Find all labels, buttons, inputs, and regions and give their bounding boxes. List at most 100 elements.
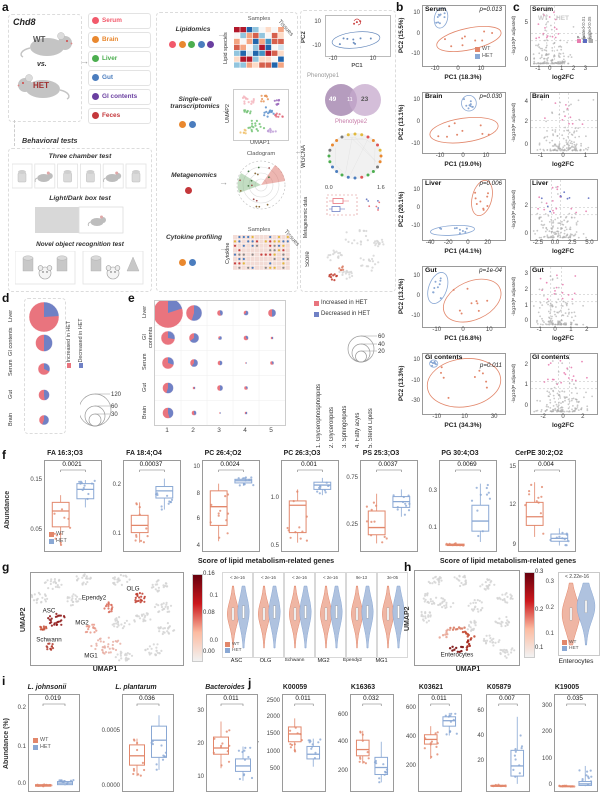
y-tick-label: 2 bbox=[524, 203, 528, 209]
plot-area bbox=[486, 694, 530, 792]
p-value: 0.0024 bbox=[220, 461, 240, 468]
y-tick-label: 0 bbox=[524, 231, 528, 238]
sample-chip-GI contents: GI contents bbox=[88, 89, 151, 105]
p-value: 0.004 bbox=[538, 461, 554, 468]
p-value: p=0.011 bbox=[479, 362, 502, 369]
metagenomic-data-label: Metagenomic data bbox=[303, 196, 309, 238]
score-umap-sketch bbox=[326, 229, 385, 282]
plot-area bbox=[554, 694, 598, 792]
violin-svg-MG1 bbox=[382, 585, 405, 649]
plot-area: WT HET bbox=[28, 694, 80, 792]
legend-het: HET bbox=[225, 648, 242, 653]
boxplot-svg-PC 26:4;O2 bbox=[209, 469, 255, 542]
sample-chip-Feces: Feces bbox=[88, 108, 151, 124]
legend-swatch bbox=[314, 311, 319, 317]
cube-lipid-species-label: Lipid species bbox=[223, 32, 229, 64]
plot-title: Brain bbox=[425, 93, 443, 100]
p-value: 0.011 bbox=[431, 695, 447, 702]
svg-text:20: 20 bbox=[378, 349, 385, 355]
y-tick-label: 8 bbox=[196, 491, 200, 498]
x-tick-label: 0 bbox=[456, 66, 460, 72]
arrow-right-icon: → bbox=[294, 146, 303, 156]
behavioral-tests-title: Behavioral tests bbox=[22, 136, 78, 145]
p-value: p=0.013 bbox=[479, 6, 502, 13]
pie-row-label-Brain: Brain bbox=[8, 412, 14, 426]
boxplot-PC 26:4;O2: PC 26:4;O2 10 8 6 4 0.0024 bbox=[184, 450, 262, 558]
volcano-plot-Liver: -log10(P adjusted) 2 0 Liver -2.5 0.0 2.5 5.0 lo… bbox=[512, 177, 600, 264]
y-tick-label: 0 bbox=[524, 57, 528, 64]
venn-count-left: 49 bbox=[329, 96, 337, 103]
cytokine-samples-label: Samples bbox=[247, 227, 271, 233]
boxplot-K19005: K19005 300 200 100 0 0.035 bbox=[534, 684, 600, 798]
panel-b-pca-column: PC2 (15.5%) 10 0 -10 WT HET Serum p=0.013 -10 0 10… bbox=[396, 3, 512, 438]
novel-object-test-label: Novel object recognition test bbox=[36, 241, 124, 248]
behavioral-tests-box: Three chamber test Light/Dark box test N… bbox=[8, 148, 152, 292]
cytokine-grid-illustration bbox=[233, 235, 290, 270]
y-tick-label: -10 bbox=[411, 377, 420, 384]
plot-title: Liver bbox=[532, 180, 549, 187]
y-tick-label: -10 bbox=[411, 51, 420, 58]
grid-col-tick-5: 5 bbox=[269, 427, 273, 434]
panel-g-violin-facets: < 2e-16 < 2e-16 < 2e-16 < 2e-16 9e-13 3e-05 bbox=[222, 572, 408, 658]
panel-d-pie-box bbox=[24, 298, 66, 434]
venn-count-overlap: 11 bbox=[347, 97, 353, 103]
x-tick-label: 0 bbox=[553, 327, 557, 333]
svg-text:30: 30 bbox=[111, 412, 118, 418]
arrow-right-icon: → bbox=[217, 29, 226, 39]
omics-sample-dot bbox=[197, 41, 205, 48]
connector-line bbox=[14, 120, 15, 146]
panel-j-plots: K00059 2500 2000 1500 1000 500 0.011 K16363 600 4… bbox=[262, 684, 600, 798]
legend-swatch bbox=[589, 39, 593, 43]
sample-label: GI contents bbox=[102, 93, 138, 101]
y-tick-label: 2000 bbox=[266, 714, 280, 720]
panel-f-label: f bbox=[2, 448, 6, 462]
p-value: 0.019 bbox=[45, 695, 61, 702]
panel-g-colorbar bbox=[192, 574, 203, 662]
y-tick-label: 2 bbox=[524, 119, 528, 125]
grid-row-label-Liver: Liver bbox=[142, 305, 148, 319]
panel-g-umap2-label: UMAP2 bbox=[20, 607, 27, 633]
panel-c-volcano-column: -log10(P adjusted) 5 0 Serum WT HET P adjusted… bbox=[512, 3, 600, 438]
boxplot-svg-FA 16:3;O3 bbox=[51, 469, 96, 546]
legend-label: HET bbox=[56, 538, 67, 544]
panel-d-size-legend: 120 60 30 bbox=[78, 378, 128, 430]
pca-plot-area: WT HET bbox=[422, 5, 506, 67]
x-axis-label: PC1 (19.0%) bbox=[444, 161, 482, 168]
p-value: 0.036 bbox=[139, 695, 155, 702]
omics-sample-dot bbox=[179, 121, 186, 128]
violin-x-label-Schwann: Schwann bbox=[284, 658, 305, 663]
plot-area bbox=[439, 460, 497, 552]
violin-facet-Schwann: < 2e-16 bbox=[284, 572, 315, 658]
violin-x-label-Ependy2: Ependy2 bbox=[343, 658, 362, 663]
plot-title: L. plantarum bbox=[115, 684, 157, 691]
panel-h-umap1-label: UMAP1 bbox=[455, 666, 481, 673]
single-cell-sample-dots bbox=[179, 121, 196, 128]
y-tick-label: 300 bbox=[541, 702, 552, 709]
panel-a-label: a bbox=[2, 0, 9, 14]
y-tick-label: 0 bbox=[416, 119, 420, 125]
y-tick-label: 5 bbox=[524, 20, 528, 26]
violin-svg-Ependy2 bbox=[351, 585, 374, 649]
y-tick-label: 400 bbox=[337, 739, 348, 745]
x-tick-label: 10 bbox=[477, 66, 485, 72]
volcano-plot-Gut: -log10(P adjusted) 3 2 1 0 Gut -1 0 1 2 log2FC bbox=[512, 264, 600, 351]
grid-row-label-Gut: Gut bbox=[142, 382, 148, 392]
legend-het: HET bbox=[475, 53, 493, 59]
panel-g-legend: WT HET bbox=[225, 642, 242, 653]
y-tick-label: 0 bbox=[524, 141, 528, 148]
metagenomic-mini-plot bbox=[326, 194, 381, 216]
boxplot-svg-PG 30:4;O3 bbox=[445, 469, 491, 547]
sample-chip-Serum: Serum bbox=[88, 13, 151, 29]
x-tick-label: 0 bbox=[461, 327, 465, 333]
violin-x-label-ASC: ASC bbox=[230, 658, 243, 664]
x-tick-label: 0 bbox=[561, 153, 565, 159]
panel-i-plots: L. johnsonii 0.2 0.1 0.0 WT HET 0.019 L. planta… bbox=[12, 684, 260, 800]
sample-label: Serum bbox=[102, 17, 122, 25]
y-tick-label: 12 bbox=[509, 502, 516, 508]
p-value: 0.011 bbox=[223, 695, 239, 702]
p-value: p=0.030 bbox=[479, 93, 502, 100]
x-tick-label: 0 bbox=[466, 240, 470, 246]
legend-label: HET bbox=[482, 53, 493, 59]
volcano-plot-area bbox=[530, 92, 598, 154]
